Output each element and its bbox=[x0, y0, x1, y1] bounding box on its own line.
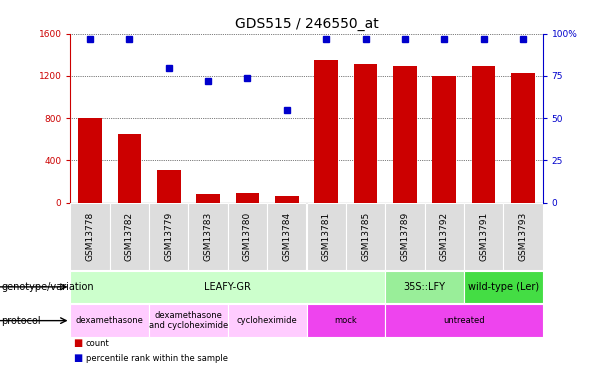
Text: dexamethasone
and cycloheximide: dexamethasone and cycloheximide bbox=[149, 311, 228, 330]
Text: mock: mock bbox=[335, 316, 357, 325]
Bar bbox=[275, 196, 299, 202]
Bar bbox=[157, 170, 181, 202]
Bar bbox=[346, 202, 385, 270]
Text: count: count bbox=[86, 339, 110, 348]
Bar bbox=[424, 202, 464, 270]
Title: GDS515 / 246550_at: GDS515 / 246550_at bbox=[235, 17, 378, 32]
Bar bbox=[228, 202, 267, 270]
Bar bbox=[235, 193, 259, 202]
Text: GSM13785: GSM13785 bbox=[361, 211, 370, 261]
Bar bbox=[228, 304, 306, 337]
Bar bbox=[196, 194, 220, 202]
Text: GSM13789: GSM13789 bbox=[400, 211, 409, 261]
Text: GSM13792: GSM13792 bbox=[440, 211, 449, 261]
Bar bbox=[149, 202, 189, 270]
Bar bbox=[70, 304, 149, 337]
Bar bbox=[393, 66, 417, 203]
Text: GSM13778: GSM13778 bbox=[86, 211, 94, 261]
Bar bbox=[464, 202, 503, 270]
Text: ■: ■ bbox=[74, 338, 83, 348]
Bar bbox=[306, 304, 385, 337]
Bar bbox=[432, 76, 456, 202]
Bar bbox=[503, 202, 543, 270]
Text: LEAFY-GR: LEAFY-GR bbox=[204, 282, 251, 292]
Text: cycloheximide: cycloheximide bbox=[237, 316, 297, 325]
Bar bbox=[70, 202, 110, 270]
Bar bbox=[70, 271, 385, 303]
Bar bbox=[78, 118, 102, 202]
Text: protocol: protocol bbox=[1, 316, 41, 326]
Bar bbox=[464, 271, 543, 303]
Text: 35S::LFY: 35S::LFY bbox=[403, 282, 446, 292]
Text: dexamethasone: dexamethasone bbox=[76, 316, 144, 325]
Bar bbox=[385, 304, 543, 337]
Text: ■: ■ bbox=[74, 353, 83, 363]
Text: GSM13780: GSM13780 bbox=[243, 211, 252, 261]
Text: GSM13784: GSM13784 bbox=[283, 211, 291, 261]
Text: GSM13791: GSM13791 bbox=[479, 211, 488, 261]
Text: GSM13793: GSM13793 bbox=[519, 211, 527, 261]
Bar bbox=[149, 304, 228, 337]
Text: percentile rank within the sample: percentile rank within the sample bbox=[86, 354, 228, 363]
Bar bbox=[189, 202, 228, 270]
Text: wild-type (Ler): wild-type (Ler) bbox=[468, 282, 539, 292]
Bar bbox=[354, 64, 377, 203]
Bar bbox=[385, 202, 424, 270]
Text: GSM13779: GSM13779 bbox=[164, 211, 173, 261]
Bar bbox=[385, 271, 464, 303]
Bar bbox=[110, 202, 149, 270]
Text: GSM13782: GSM13782 bbox=[125, 211, 134, 261]
Bar bbox=[267, 202, 306, 270]
Text: GSM13781: GSM13781 bbox=[322, 211, 330, 261]
Text: genotype/variation: genotype/variation bbox=[1, 282, 94, 292]
Bar bbox=[118, 134, 141, 202]
Bar bbox=[511, 73, 535, 202]
Text: untreated: untreated bbox=[443, 316, 485, 325]
Bar bbox=[306, 202, 346, 270]
Text: GSM13783: GSM13783 bbox=[204, 211, 213, 261]
Bar bbox=[471, 66, 495, 203]
Bar bbox=[314, 60, 338, 202]
